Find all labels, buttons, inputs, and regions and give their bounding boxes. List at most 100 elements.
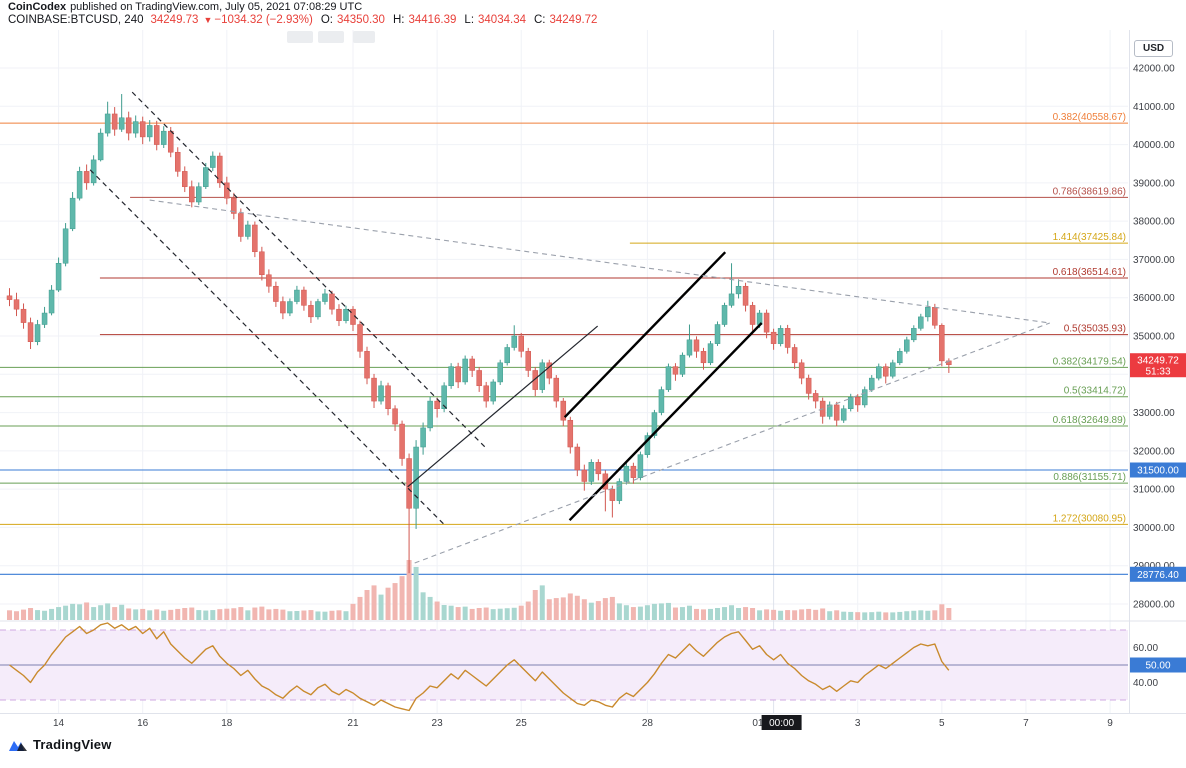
volume-bar [168,609,174,620]
price-tick-label: 40000.00 [1133,140,1175,151]
volume-bar [743,607,749,620]
candle-body [146,125,153,138]
time-tick-label: 14 [53,718,65,729]
price-tick-label: 28000.00 [1133,600,1175,611]
last-price-badge-value: 34249.72 [1137,356,1179,367]
currency-toggle[interactable]: USD [1134,40,1174,57]
volume-bar [224,608,230,620]
candle-body [259,251,265,275]
volume-bar [364,590,370,620]
candle-body [784,328,791,348]
fib-label: 0.5(33414.72) [1064,386,1126,397]
volume-bar [511,607,517,620]
rsi-mid-badge-label: 50.00 [1145,661,1170,672]
candle-body [588,462,595,482]
volume-bar [616,603,622,620]
volume-bar [623,605,629,620]
candle-body [76,171,83,199]
descending-channel-upper[interactable] [131,91,488,450]
candle-body [160,130,167,145]
candle-body [34,324,41,342]
fib-label: 0.382(40558.67) [1053,112,1126,123]
candle-body [62,228,69,264]
candle-body [231,197,237,214]
candle-countdown: 51:33 [1145,367,1170,378]
candle-body [322,293,328,302]
ascending-trendline[interactable] [407,325,599,488]
volume-bar [771,609,777,620]
volume-bar [890,612,896,620]
candle-body [763,312,770,333]
descending-channel-lower[interactable] [89,169,446,526]
candle-body [378,385,384,402]
candle-body [847,397,854,409]
volume-bar [287,611,293,620]
volume-bar [785,610,791,620]
candle-body [539,362,546,390]
volume-bar [876,611,882,620]
volume-bar [21,609,27,620]
volume-bar [609,596,615,620]
ascending-channel-lower[interactable] [568,322,763,521]
fib-label: 0.618(36514.61) [1053,267,1126,278]
volume-bar [441,605,447,620]
volume-bar [329,610,335,620]
volume-bar [630,607,636,620]
candle-body [868,377,875,390]
tradingview-attribution[interactable]: TradingView [8,737,112,752]
ohlc-high-label: H: [392,14,405,26]
price-axis[interactable]: 42000.00 41000.00 40000.00 39000.00 38000.00… [1133,64,1175,690]
volume-bar [504,608,510,620]
volume-bar [252,607,258,620]
volume-bar [371,585,377,620]
price-change: −1034.32 (−2.93%) [214,14,313,26]
price-line-badge-label: 28776.40 [1137,570,1179,581]
price-tick-label: 35000.00 [1133,332,1175,343]
axis-borders [0,30,1186,714]
volume-bar [350,603,356,620]
volume-bar [161,610,167,620]
grid [0,30,1128,713]
volume-bar [932,610,938,620]
fib-label: 0.5(35035.93) [1064,324,1126,335]
candle-body [693,339,700,352]
volume-bar [203,610,209,620]
volume-bar [799,609,805,620]
candle-body [125,117,132,134]
volume-bar [483,607,489,620]
volume-bar [700,609,706,620]
volume-bar [469,608,475,620]
time-tick-label: 5 [939,718,945,729]
volume-bar [560,597,566,620]
volume-bar [273,608,279,620]
trend-lines[interactable] [89,91,1050,564]
volume-bar [448,605,454,620]
volume-bar [91,607,97,620]
volume-bar [918,610,924,620]
volume-bar [182,608,188,620]
candle-body [371,377,377,402]
candle-body [273,285,279,302]
candle-body [770,331,777,344]
volume-bar [834,610,840,620]
candle-body [883,366,889,377]
volume-bar [806,608,812,620]
volume-bar [546,599,552,620]
volume-bar [315,611,321,620]
candle-body [630,465,637,478]
volume-bar [525,601,531,620]
candle-body [224,182,230,199]
pennant-upper[interactable] [149,199,1050,324]
ohlc-open-value: 34350.30 [336,14,385,26]
volume-bar [595,601,601,620]
volume-bar [939,604,945,620]
candle-body [308,305,314,318]
volume-bar [245,610,251,620]
candle-body [132,121,139,134]
volume-bar [147,610,153,620]
candle-body [385,385,391,409]
ascending-channel-upper[interactable] [563,251,727,419]
